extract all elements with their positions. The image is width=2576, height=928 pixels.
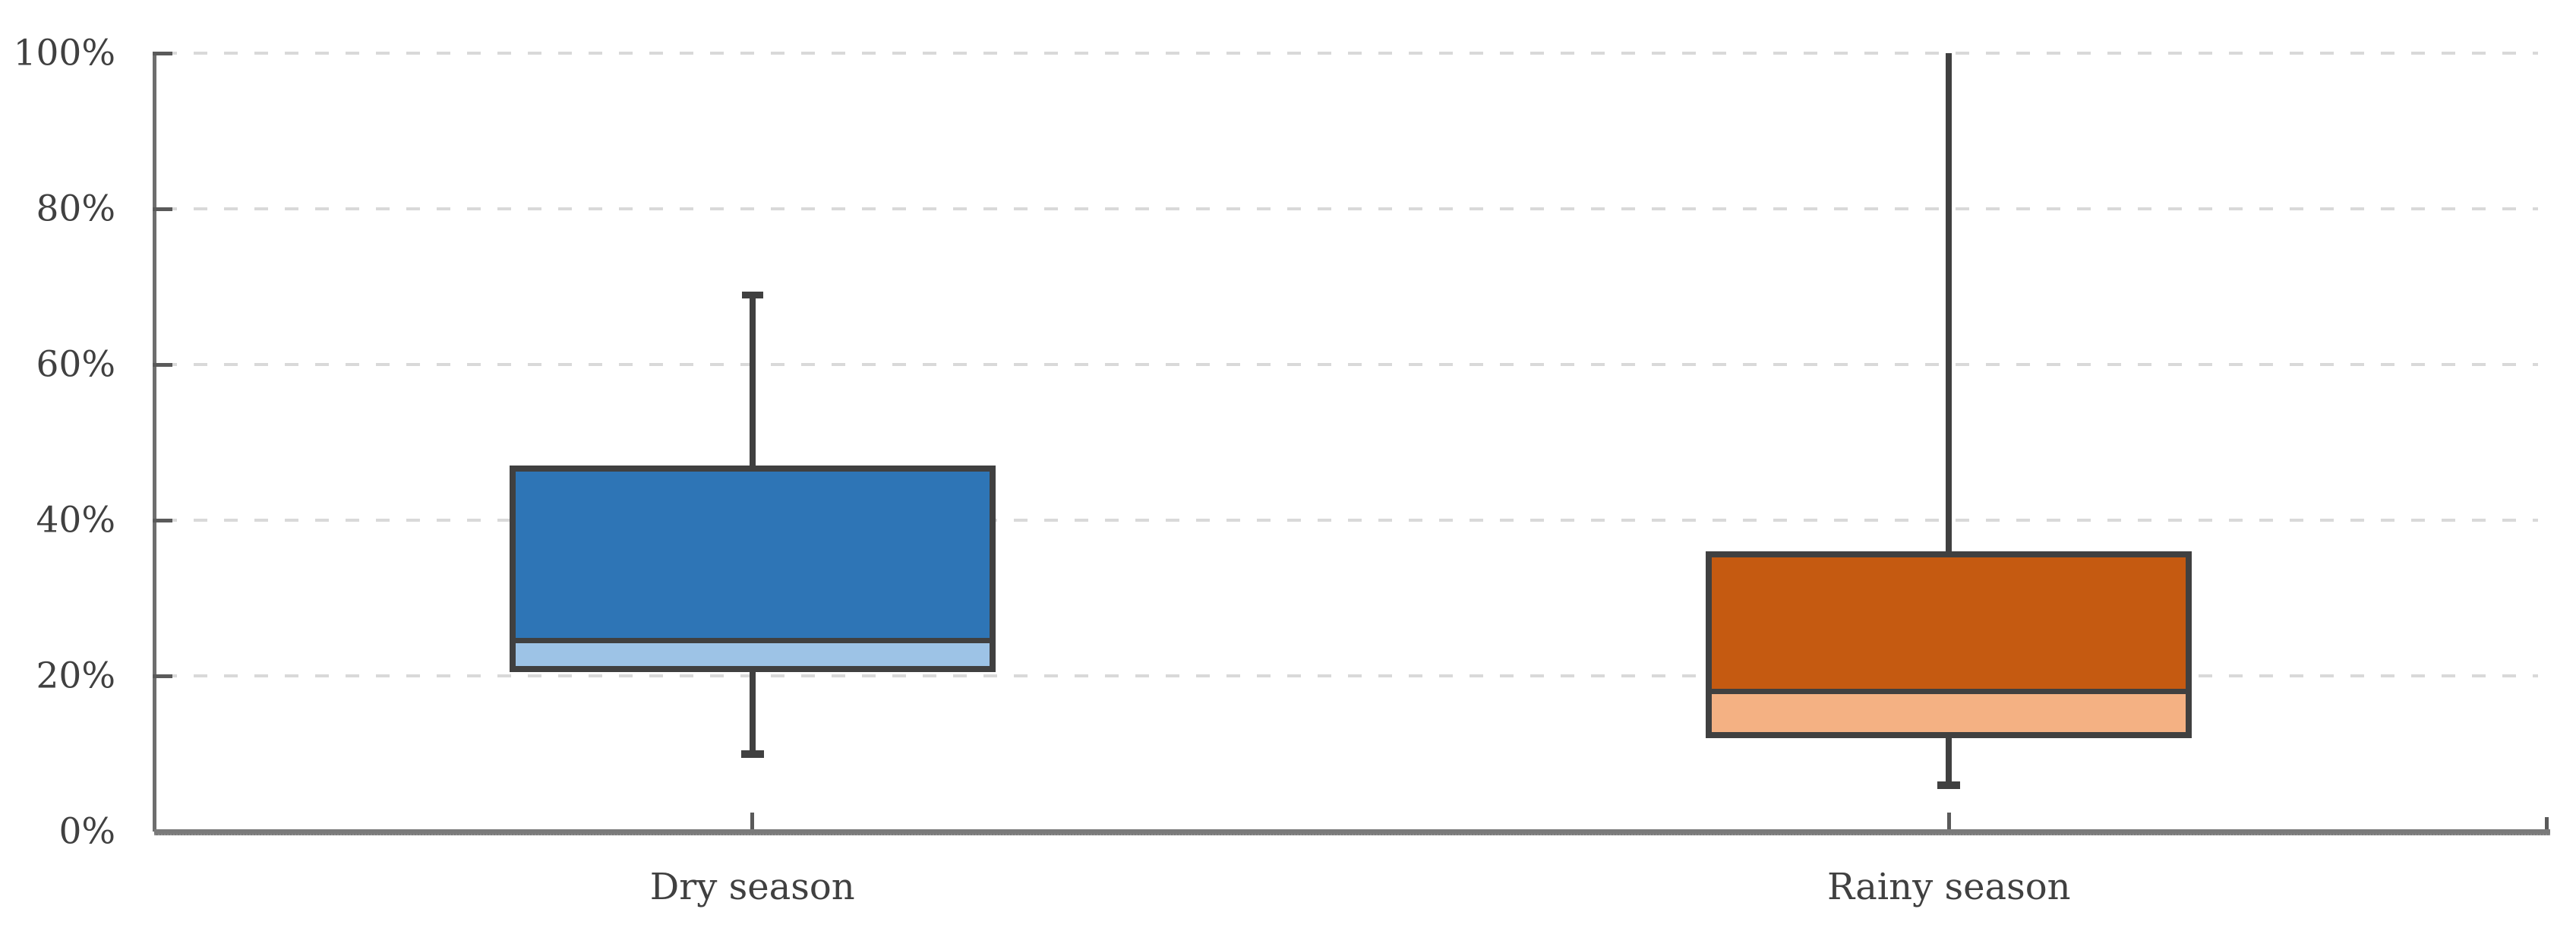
y-axis-tick-20 xyxy=(153,674,172,678)
x-axis-line xyxy=(154,829,2550,835)
y-axis-tick-80 xyxy=(153,207,172,211)
y-axis-label-40: 40% xyxy=(36,499,115,541)
upper-whisker xyxy=(1946,53,1953,551)
y-gridline-60 xyxy=(163,363,2538,366)
upper-quartile-segment xyxy=(515,472,990,643)
x-axis-tick-category-0 xyxy=(750,813,755,829)
y-gridline-20 xyxy=(163,674,2538,677)
y-axis-label-0: 0% xyxy=(58,810,115,853)
y-axis-label-80: 80% xyxy=(36,188,115,230)
iqr-box xyxy=(509,466,996,672)
y-axis-label-100: 100% xyxy=(13,32,115,74)
x-axis-tick-category-1 xyxy=(1946,813,1951,829)
lower-whisker xyxy=(749,671,756,754)
y-gridline-80 xyxy=(163,207,2538,210)
y-axis-line xyxy=(153,53,156,832)
y-axis-label-60: 60% xyxy=(36,343,115,386)
lower-whisker xyxy=(1946,738,1953,785)
y-gridline-100 xyxy=(163,52,2538,55)
x-axis-label-0: Dry season xyxy=(649,866,855,908)
lower-whisker-cap xyxy=(740,750,764,758)
x-axis-label-1: Rainy season xyxy=(1826,866,2071,908)
y-axis-tick-40 xyxy=(153,518,172,522)
x-axis-tick-right-end xyxy=(2545,817,2549,829)
iqr-box xyxy=(1706,551,2192,738)
y-gridline-40 xyxy=(163,519,2538,522)
y-axis-label-20: 20% xyxy=(36,655,115,697)
lower-whisker-cap xyxy=(1937,781,1961,789)
upper-whisker xyxy=(749,294,756,466)
y-axis-tick-60 xyxy=(153,362,172,367)
y-axis-tick-100 xyxy=(153,51,172,55)
upper-whisker-cap xyxy=(741,291,763,298)
upper-quartile-segment xyxy=(1712,557,2186,694)
